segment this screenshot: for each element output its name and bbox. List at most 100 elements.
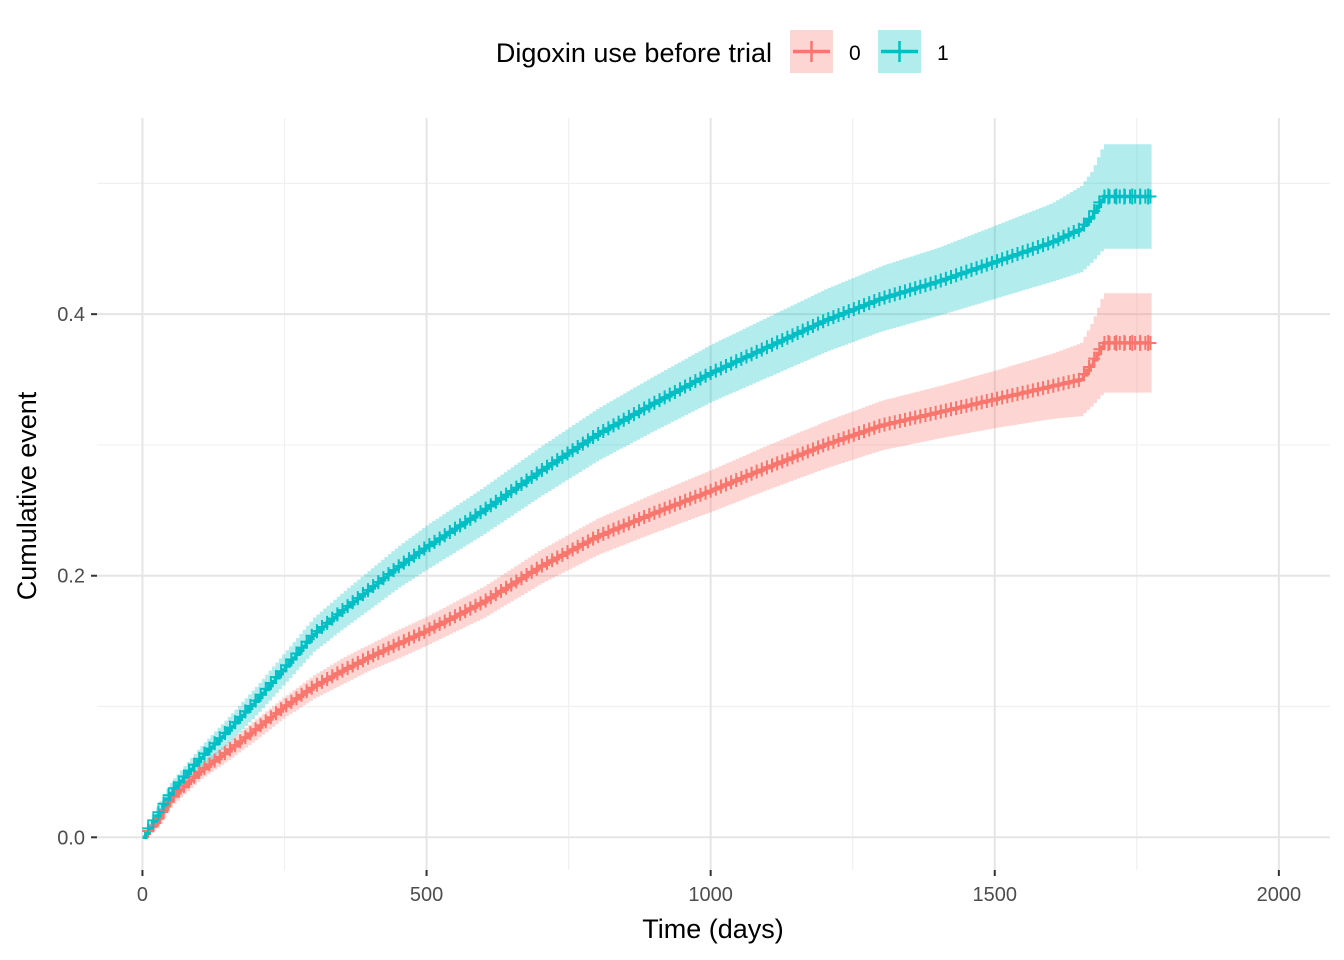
censor-mark xyxy=(1006,248,1019,263)
censor-mark xyxy=(479,593,492,608)
y-tick-label: 0.4 xyxy=(57,304,85,326)
censor-mark xyxy=(1057,376,1070,391)
censor-mark xyxy=(1006,388,1019,403)
censor-mark xyxy=(653,393,666,408)
censor-mark xyxy=(423,622,436,637)
censor-mark xyxy=(1072,372,1085,387)
censor-mark xyxy=(919,408,932,423)
censor-mark xyxy=(945,269,958,284)
censor-mark xyxy=(898,412,911,427)
censor-mark xyxy=(448,521,461,536)
censor-mark xyxy=(822,312,835,327)
censor-mark xyxy=(541,459,554,474)
y-tick-label: 0.0 xyxy=(57,827,85,849)
censor-mark xyxy=(546,553,559,568)
censor-mark xyxy=(1141,334,1156,351)
censor-mark xyxy=(433,531,446,546)
censor-mark xyxy=(474,505,487,520)
censor-mark xyxy=(459,515,472,530)
censor-mark xyxy=(546,456,559,471)
censor-mark xyxy=(781,330,794,345)
censor-mark xyxy=(167,781,180,796)
censor-mark xyxy=(730,473,743,488)
censor-mark xyxy=(142,821,155,836)
censor-mark xyxy=(771,335,784,350)
censor-mark xyxy=(950,268,963,283)
censor-mark xyxy=(597,424,610,439)
censor-mark xyxy=(397,634,410,649)
censor-mark xyxy=(617,412,630,427)
censor-mark xyxy=(873,418,886,433)
censor-mark xyxy=(791,326,804,341)
censor-mark xyxy=(290,646,303,661)
censor-mark xyxy=(633,404,646,419)
censor-mark xyxy=(755,342,768,357)
censor-mark xyxy=(817,438,830,453)
censor-mark xyxy=(295,687,308,702)
censor-mark xyxy=(822,436,835,451)
y-axis-ticks: 0.0 0.2 0.4 xyxy=(57,304,97,849)
censor-mark xyxy=(847,427,860,442)
censor-mark xyxy=(617,518,630,533)
censor-mark xyxy=(704,483,717,498)
censor-mark xyxy=(346,658,359,673)
censor-mark xyxy=(535,463,548,478)
censor-mark xyxy=(1067,374,1080,389)
censor-mark xyxy=(863,422,876,437)
y-axis-title: Cumulative event xyxy=(12,391,42,600)
censor-mark xyxy=(1016,385,1029,400)
censor-mark xyxy=(494,491,507,506)
censor-mark xyxy=(960,264,973,279)
censor-mark xyxy=(1011,386,1024,401)
censor-mark xyxy=(673,382,686,397)
censor-mark xyxy=(556,449,569,464)
censor-mark xyxy=(535,558,548,573)
censor-mark xyxy=(720,477,732,492)
censor-mark xyxy=(566,443,579,458)
censor-mark xyxy=(489,494,502,509)
censor-mark xyxy=(684,376,697,391)
censor-mark xyxy=(965,397,978,412)
censor-mark xyxy=(469,598,482,613)
censor-mark xyxy=(1057,229,1070,244)
y-tick-label: 0.2 xyxy=(57,566,85,588)
confidence-band-1 xyxy=(142,144,1152,838)
censor-mark xyxy=(847,302,860,317)
censor-mark xyxy=(709,481,722,496)
censor-mark xyxy=(530,466,543,481)
censor-mark xyxy=(341,661,354,676)
censor-mark xyxy=(965,262,978,277)
censor-mark xyxy=(1088,351,1101,366)
censor-mark xyxy=(510,574,523,589)
censor-mark xyxy=(520,473,533,488)
censor-mark xyxy=(505,484,518,499)
censor-mark xyxy=(1042,379,1055,394)
censor-mark xyxy=(929,405,942,420)
censor-mark xyxy=(602,421,615,436)
x-tick-label: 0 xyxy=(137,884,148,906)
censor-mark xyxy=(326,669,339,684)
censor-mark xyxy=(1093,195,1106,210)
legend-title: Digoxin use before trial xyxy=(496,38,772,68)
censor-mark xyxy=(561,545,574,560)
censor-mark xyxy=(627,514,640,529)
censor-mark xyxy=(709,363,722,378)
censor-mark xyxy=(525,564,538,579)
censor-mark xyxy=(720,358,732,373)
x-axis-ticks: 0 500 1000 1500 2000 xyxy=(137,870,1301,906)
censor-mark xyxy=(975,259,988,274)
censor-mark xyxy=(566,542,579,557)
censor-mark xyxy=(955,266,968,281)
censor-mark xyxy=(418,541,431,556)
censor-mark xyxy=(898,284,911,299)
minor-gridlines xyxy=(97,118,1330,870)
censor-mark xyxy=(556,547,569,562)
censor-mark xyxy=(505,577,518,592)
censor-mark xyxy=(1037,238,1050,253)
censor-mark xyxy=(280,698,293,713)
censor-mark xyxy=(939,271,952,286)
x-axis-title: Time (days) xyxy=(642,914,784,944)
censor-mark xyxy=(760,340,773,355)
censor-mark xyxy=(183,763,196,778)
